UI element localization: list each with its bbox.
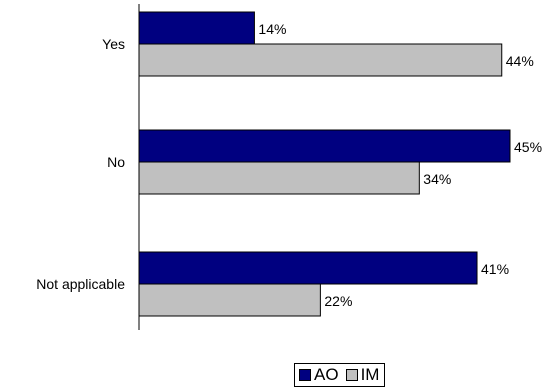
bar-ao-no	[138, 129, 511, 163]
legend-item-ao: AO	[299, 365, 339, 385]
legend-swatch-im	[345, 369, 358, 381]
legend-label-im: IM	[360, 365, 380, 384]
data-label-im-yes: 44%	[506, 53, 534, 69]
category-label-no: No	[107, 154, 125, 170]
data-label-im-no: 34%	[423, 171, 451, 187]
data-label-im-not-applicable: 22%	[324, 293, 352, 309]
legend-item-im: IM	[345, 365, 380, 385]
bar-im-yes	[138, 43, 503, 77]
data-label-ao-not-applicable: 41%	[481, 261, 509, 277]
bar-ao-yes	[138, 11, 255, 45]
legend-swatch-ao	[299, 369, 311, 381]
legend-label-ao: AO	[314, 365, 339, 384]
chart-legend: AO IM	[294, 363, 386, 387]
data-label-ao-yes: 14%	[258, 21, 286, 37]
category-label-not-applicable: Not applicable	[36, 276, 125, 292]
data-label-ao-no: 45%	[514, 139, 542, 155]
bar-im-not-applicable	[138, 283, 321, 317]
category-label-yes: Yes	[102, 36, 125, 52]
bar-im-no	[138, 161, 420, 195]
bar-ao-not-applicable	[138, 251, 478, 285]
